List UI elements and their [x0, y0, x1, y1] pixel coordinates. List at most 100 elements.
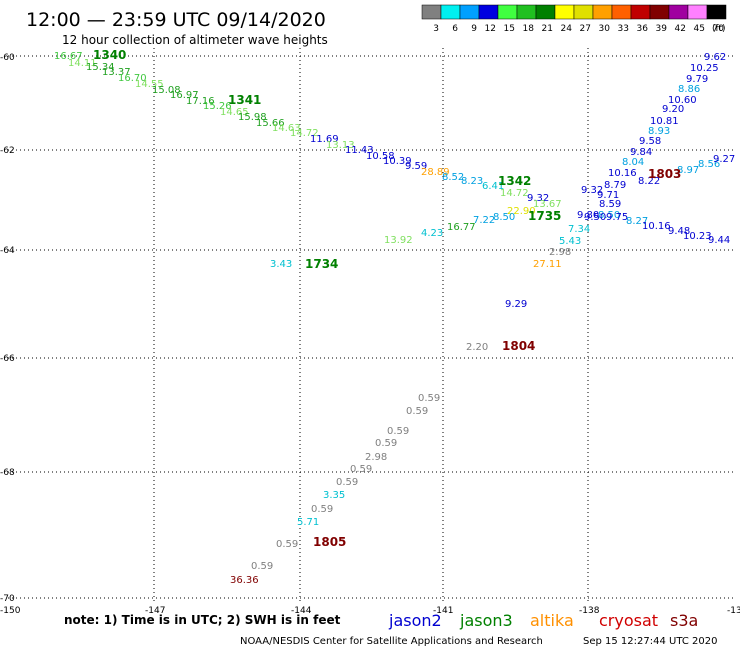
legend-swatch: [497, 4, 518, 20]
pass-time-label: 1804: [502, 339, 535, 353]
wave-height-value: 10.25: [690, 63, 719, 74]
wave-height-value: 13.67: [533, 199, 562, 210]
legend-swatch: [573, 4, 594, 20]
legend-swatch: [668, 4, 689, 20]
latitude-tick: -70: [0, 594, 15, 604]
legend-swatch: [649, 4, 670, 20]
legend-label: 21: [542, 24, 553, 34]
wave-height-value: 8.56: [698, 159, 720, 170]
wave-height-value: 16.97: [170, 90, 199, 101]
legend-label: 36: [637, 24, 649, 34]
longitude-tick: -141: [433, 606, 453, 616]
legend-label: 6: [452, 24, 458, 34]
wave-height-value: 10.16: [608, 168, 637, 179]
legend-label: 18: [523, 24, 535, 34]
legend-label: 30: [599, 24, 611, 34]
wave-height-value: 9.80: [577, 210, 599, 221]
legend-label: 70: [713, 24, 725, 34]
satellite-jason2: jason2: [388, 611, 442, 630]
wave-height-value: 16.70: [118, 73, 147, 84]
wave-height-value: 13.13: [326, 140, 355, 151]
latitude-tick: -68: [0, 468, 15, 478]
legend-swatch: [535, 4, 556, 20]
legend-swatch: [516, 4, 537, 20]
wave-height-value: 15.26: [203, 101, 232, 112]
wave-height-value: 14.63: [272, 123, 301, 134]
map-title: 12:00 — 23:59 UTC 09/14/2020: [26, 9, 326, 31]
wave-height-value: 6.41: [482, 181, 504, 192]
wave-height-value: 14.65: [220, 107, 249, 118]
footer-note: note: 1) Time is in UTC; 2) SWH is in fe…: [64, 613, 341, 627]
legend-label: 39: [656, 24, 668, 34]
legend-label: 9: [471, 24, 477, 34]
wave-height-value: 10.81: [650, 116, 679, 127]
satellite-key: jason2 jason3 altika cryosat s3a: [388, 611, 698, 630]
wave-height-value: 9.32: [527, 193, 549, 204]
wave-height-value: 10.23: [683, 231, 712, 242]
longitude-tick: -138: [579, 606, 600, 616]
legend-label: 24: [561, 24, 573, 34]
wave-height-value: 8.27: [626, 216, 648, 227]
wave-height-value: 8.52: [442, 172, 464, 183]
wave-height-value: 0.59: [375, 438, 397, 449]
timestamp: Sep 15 12:27:44 UTC 2020: [583, 636, 717, 647]
wave-height-value: 8.04: [622, 157, 644, 168]
wave-height-value: 0.59: [336, 477, 358, 488]
latitude-tick: -64: [0, 246, 15, 256]
wave-height-value: 28.89: [421, 167, 450, 178]
pass-time-label: 1734: [305, 257, 338, 271]
wave-height-value: 22.90: [507, 206, 536, 217]
longitude-tick: -150: [0, 606, 21, 616]
wave-height-value: 10.39: [383, 156, 412, 167]
legend-label: 12: [485, 24, 496, 34]
wave-height-value: 15.34: [86, 62, 115, 73]
longitude-tick: -144: [291, 606, 312, 616]
wave-height-value: 15.98: [238, 112, 267, 123]
wave-height-value: 10.58: [366, 151, 395, 162]
wave-height-value: 8.86: [678, 84, 700, 95]
wave-height-value: 9.27: [713, 154, 735, 165]
wave-height-value: 14.72: [290, 128, 319, 139]
latitude-tick: -62: [0, 146, 15, 156]
longitude-tick: -13: [727, 606, 740, 616]
wave-height-value: 0.59: [276, 539, 298, 550]
wave-height-value: 10.60: [668, 95, 697, 106]
wave-height-value: 0.59: [311, 504, 333, 515]
wave-height-value: 17.16: [186, 96, 215, 107]
legend-swatch: [440, 4, 461, 20]
legend-label: 42: [675, 24, 686, 34]
wave-height-value: 2.98: [365, 452, 387, 463]
wave-height-value: 8.23: [461, 176, 483, 187]
legend-swatch: [554, 4, 575, 20]
longitude-tick: -147: [145, 606, 165, 616]
wave-height-value: 5.71: [297, 517, 319, 528]
wave-height-value: 8.93: [648, 126, 670, 137]
wave-height-value: 14.11: [68, 58, 97, 69]
legend-swatch: [706, 4, 727, 20]
wave-height-value: 9.62: [704, 52, 726, 63]
wave-height-value: 8.59: [599, 199, 621, 210]
credit-line: NOAA/NESDIS Center for Satellite Applica…: [240, 636, 543, 647]
wave-height-observations: 16.6714.1115.3413.3716.7014.5515.0816.97…: [54, 51, 735, 586]
legend-label: 27: [580, 24, 591, 34]
wave-height-value: 16.67: [54, 51, 83, 62]
pass-time-label: 1735: [528, 209, 561, 223]
wave-height-value: 3.43: [270, 259, 292, 270]
pass-time-label: 1340: [93, 48, 126, 62]
wave-height-value: 15.08: [152, 85, 181, 96]
wave-height-value: 9.44: [708, 235, 730, 246]
wave-height-value: 9.59: [405, 161, 427, 172]
pass-time-label: 1341: [228, 93, 261, 107]
wave-height-value: 9.79: [686, 74, 708, 85]
wave-height-value: 9.75: [606, 212, 628, 223]
lat-lon-grid: [8, 48, 734, 602]
wave-height-value: 9.32: [581, 185, 603, 196]
wave-height-value: 0.59: [406, 406, 428, 417]
wave-height-value: 9.20: [662, 104, 684, 115]
wave-height-value: 14.55: [135, 79, 164, 90]
wave-height-value: 8.79: [604, 180, 626, 191]
wave-height-value: 8.50: [598, 210, 620, 221]
wave-height-value: 11.43: [345, 145, 374, 156]
legend-swatch: [478, 4, 499, 20]
wave-height-value: 36.36: [230, 575, 259, 586]
